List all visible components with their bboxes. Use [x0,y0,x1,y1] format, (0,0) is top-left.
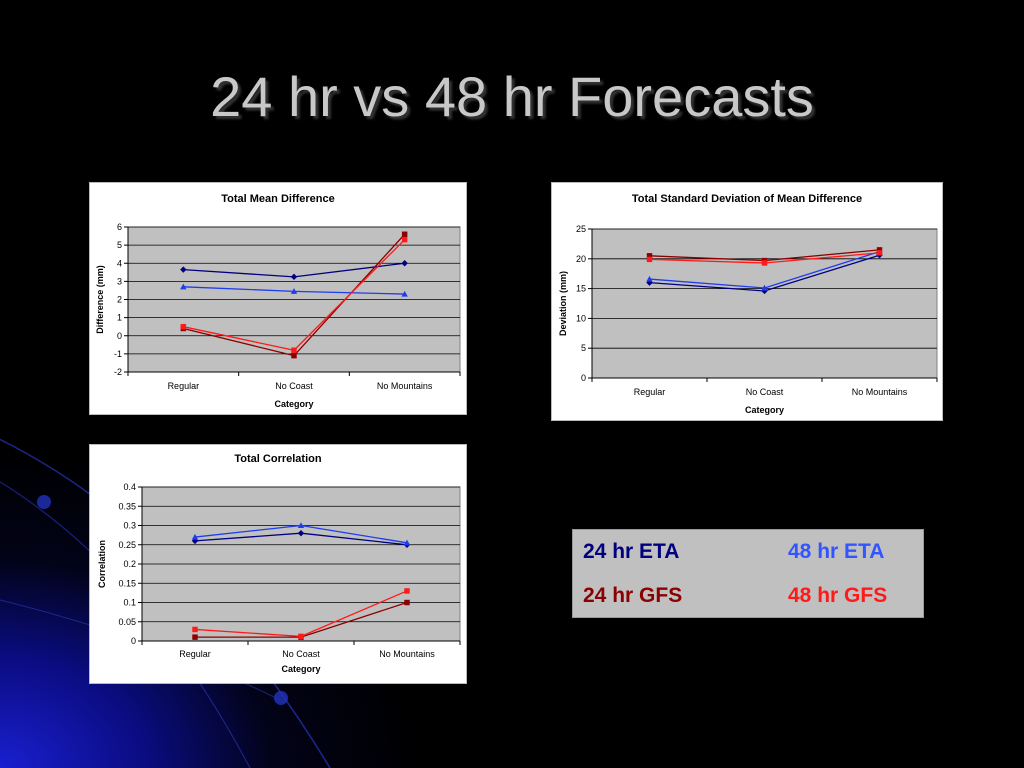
data-point [404,599,410,606]
x-tick-label: Regular [168,381,200,391]
y-axis-label: Deviation (mm) [558,271,568,336]
data-point [403,539,411,546]
data-point [646,275,653,282]
data-point [761,287,768,295]
x-axis-label: Category [281,664,320,674]
data-point [291,352,297,359]
y-tick-label: 0.05 [118,617,136,627]
y-tick-label: 1 [117,313,122,323]
mean-difference-chart: Total Mean Difference -2 -1 0 1 2 3 4 5 6 Regular N… [89,182,467,415]
correlation-chart: Total Correlation 0 0.05 0.1 0.15 0.2 0.25 0.3 0… [89,444,467,684]
legend-item-eta-48: 48 hr ETA [788,540,885,563]
data-point [401,231,408,237]
y-tick-label: 25 [576,224,586,234]
data-point [876,250,883,256]
legend: 24 hr ETA 48 hr ETA 24 hr GFS 48 hr GFS [572,529,924,618]
y-tick-label: 15 [576,284,586,294]
plot-area [591,228,938,379]
y-tick-label: -2 [114,367,122,377]
x-tick-label: Regular [634,387,666,397]
std-deviation-chart: Total Standard Deviation of Mean Differe… [551,182,943,421]
data-point [192,634,198,640]
legend-item-gfs-24: 24 hr GFS [583,584,683,607]
y-tick-label: -1 [114,349,122,359]
data-point [191,533,199,540]
x-tick-label: No Coast [746,387,784,397]
x-tick-label: No Mountains [379,649,435,659]
y-tick-label: 0.4 [123,482,136,492]
chart-title: Total Correlation [234,453,321,465]
x-tick-label: No Mountains [852,387,908,397]
x-axis-label: Category [274,399,313,409]
y-tick-label: 0.25 [118,540,136,550]
data-point [401,260,408,267]
data-point [291,347,297,353]
data-point [646,253,653,259]
data-point [180,283,187,290]
data-point [401,290,408,297]
y-tick-label: 0 [581,373,586,383]
data-point [761,260,768,266]
y-tick-label: 0.3 [123,521,136,531]
y-tick-label: 0 [117,331,122,341]
legend-item-gfs-48: 48 hr GFS [788,584,888,607]
y-tick-label: 0 [131,636,136,646]
y-tick-label: 0.15 [118,578,136,588]
y-axis-label: Correlation [97,540,107,588]
y-tick-label: 4 [117,258,122,268]
legend-item-eta-24: 24 hr ETA [583,540,680,563]
data-point [290,288,298,294]
x-tick-label: No Mountains [377,381,433,391]
data-point [297,522,305,529]
chart-title: Total Mean Difference [221,193,335,205]
y-tick-label: 6 [117,222,122,232]
x-tick-label: Regular [179,649,211,659]
data-point [404,588,410,594]
y-tick-label: 20 [576,254,586,264]
data-point [761,284,768,291]
y-tick-label: 5 [117,240,122,250]
data-point [290,273,298,281]
data-point [646,256,653,263]
data-point [298,633,304,640]
data-point [180,323,187,330]
y-tick-label: 0.2 [123,559,136,569]
x-tick-label: No Coast [282,649,320,659]
x-tick-label: No Coast [275,381,313,391]
chart-title: Total Standard Deviation of Mean Differe… [632,193,862,205]
y-tick-label: 3 [117,276,122,286]
y-tick-label: 0.35 [118,501,136,511]
data-point [401,236,408,243]
data-point [876,247,883,253]
data-point [646,279,653,286]
x-axis-label: Category [745,405,784,415]
y-tick-label: 5 [581,343,586,353]
y-tick-label: 0.1 [123,598,136,608]
y-tick-label: 10 [576,313,586,323]
data-point [180,266,187,273]
data-point [192,626,198,633]
y-axis-label: Difference (mm) [95,265,105,334]
y-tick-label: 2 [117,295,122,305]
slide-title: 24 hr vs 48 hr Forecasts [210,65,814,128]
